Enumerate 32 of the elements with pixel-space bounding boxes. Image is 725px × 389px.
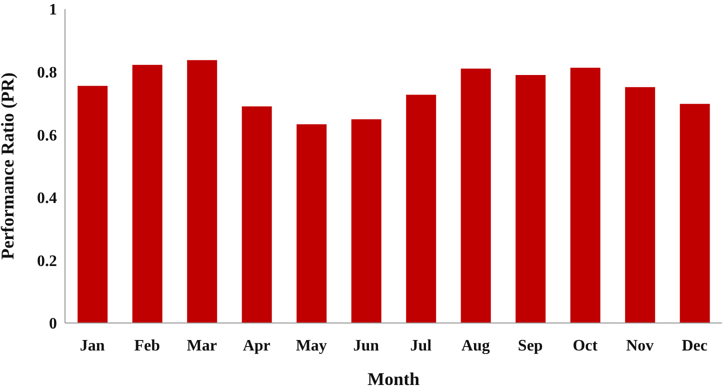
y-axis-title: Performance Ratio (PR) bbox=[0, 72, 18, 260]
bar bbox=[351, 119, 382, 323]
x-tick-label: Sep bbox=[518, 337, 543, 354]
x-tick-label: Jul bbox=[410, 337, 432, 354]
x-tick-label: Jun bbox=[353, 337, 380, 354]
y-tick-label: 0.2 bbox=[37, 252, 57, 270]
bar bbox=[406, 94, 436, 323]
bar bbox=[570, 68, 600, 323]
y-tick-label: 0 bbox=[49, 316, 57, 333]
bar bbox=[132, 64, 162, 323]
x-tick-label: Dec bbox=[682, 337, 708, 354]
y-tick-label: 0.4 bbox=[37, 190, 57, 208]
bar bbox=[296, 124, 327, 323]
bar bbox=[187, 60, 218, 323]
x-axis-title: Month bbox=[367, 369, 420, 389]
x-tick-label: Aug bbox=[461, 337, 490, 354]
bar bbox=[625, 87, 656, 323]
x-tick-label: Mar bbox=[186, 337, 217, 354]
bar bbox=[78, 86, 108, 323]
bar bbox=[680, 104, 710, 323]
y-tick-label: 1 bbox=[49, 2, 57, 19]
bar bbox=[242, 106, 272, 323]
x-tick-label: May bbox=[296, 337, 327, 354]
bar bbox=[460, 68, 491, 323]
x-tick-label: Jan bbox=[80, 337, 105, 354]
x-tick-label: Oct bbox=[572, 337, 598, 354]
x-tick-label: Apr bbox=[242, 337, 270, 354]
bar bbox=[516, 74, 546, 323]
x-tick-label: Feb bbox=[134, 337, 160, 354]
x-tick-label: Nov bbox=[626, 337, 654, 354]
y-tick-label: 0.6 bbox=[37, 127, 57, 144]
y-tick-label: 0.8 bbox=[37, 64, 57, 82]
